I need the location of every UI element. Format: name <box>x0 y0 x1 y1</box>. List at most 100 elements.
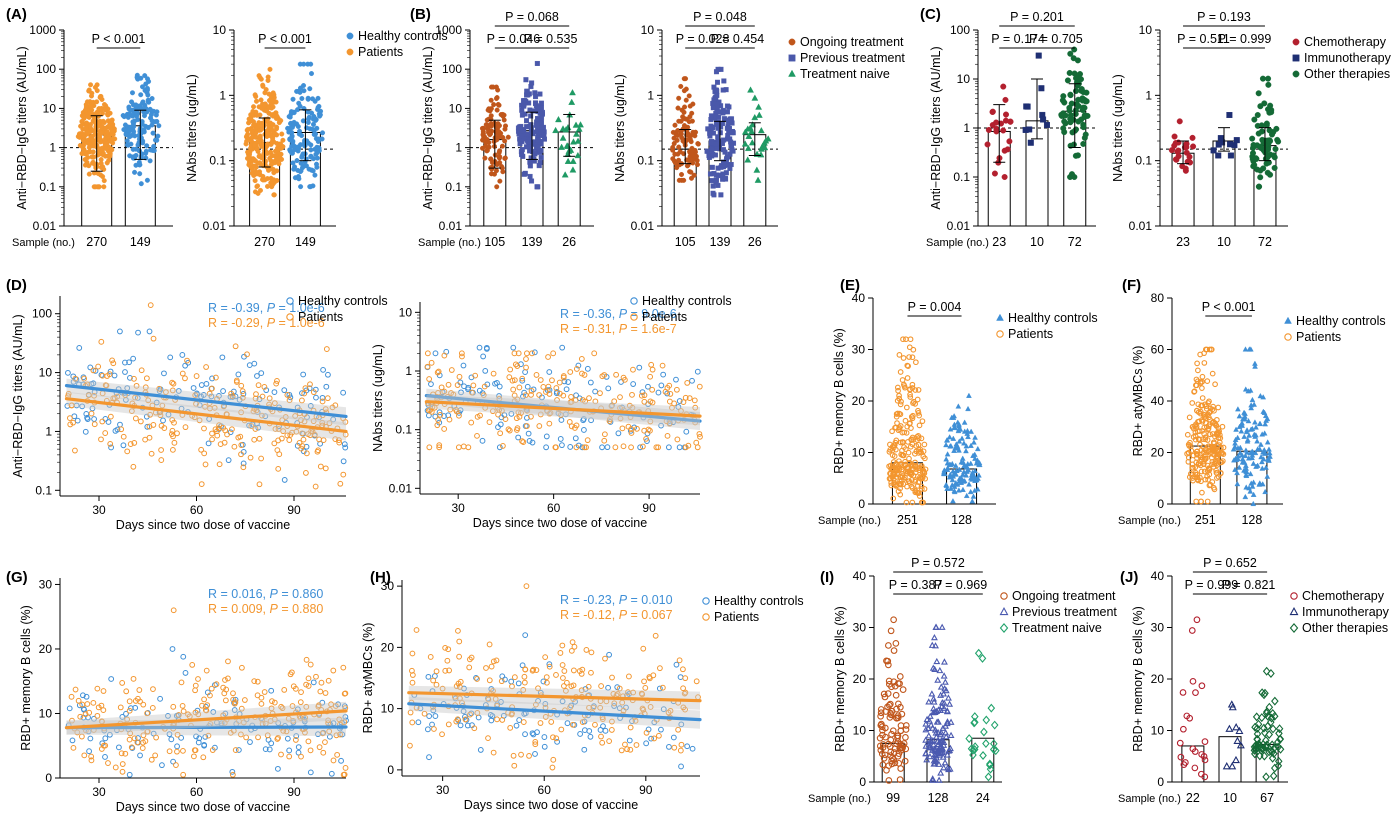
data-point <box>946 434 953 440</box>
data-point <box>985 126 992 133</box>
data-point <box>313 673 319 680</box>
data-point <box>268 158 274 164</box>
data-point <box>606 651 612 658</box>
sample-count: 72 <box>1258 235 1272 249</box>
data-point <box>501 112 507 118</box>
legend-entry: Ongoing treatment <box>1012 589 1116 603</box>
data-point <box>323 346 330 352</box>
sample-count: 128 <box>1241 513 1262 527</box>
data-point <box>108 138 114 144</box>
data-point <box>121 127 127 133</box>
data-point <box>987 703 996 713</box>
data-point <box>568 98 576 105</box>
x-tick-label: 90 <box>639 783 653 797</box>
data-point <box>409 679 416 686</box>
data-point <box>287 148 293 154</box>
data-point <box>99 418 106 425</box>
data-point <box>480 353 487 360</box>
data-point <box>909 381 916 388</box>
data-point <box>524 118 530 124</box>
data-point <box>588 649 595 656</box>
data-point <box>1226 141 1233 148</box>
p-value-label: P < 0.001 <box>258 32 312 46</box>
data-point <box>664 432 671 439</box>
data-point <box>1257 103 1264 110</box>
y-axis-label: RBD+ atyMBCs (%) <box>361 623 375 734</box>
data-point <box>255 183 261 189</box>
data-point <box>269 112 275 118</box>
data-point <box>300 371 307 378</box>
panel-letter: (G) <box>6 569 28 586</box>
data-point <box>907 336 914 343</box>
data-point <box>91 154 97 160</box>
data-point <box>441 426 448 432</box>
data-point <box>278 751 284 758</box>
data-point <box>712 87 718 93</box>
data-point <box>974 648 983 658</box>
y-tick-label: 30 <box>39 577 53 591</box>
data-point <box>307 184 313 190</box>
data-point <box>670 734 677 741</box>
p-value-label: P = 0.535 <box>524 32 578 46</box>
data-point <box>301 88 307 94</box>
data-point <box>310 116 316 122</box>
y-tick-label: 0.1 <box>395 423 412 437</box>
legend-marker <box>1292 70 1300 78</box>
data-point <box>294 158 300 164</box>
data-point <box>1257 143 1264 150</box>
data-point <box>1193 498 1200 505</box>
data-point <box>430 677 437 684</box>
data-point <box>126 771 133 778</box>
data-point <box>1190 143 1197 150</box>
data-point <box>516 384 523 391</box>
legend-marker <box>1290 592 1298 600</box>
data-point <box>497 178 503 184</box>
data-point <box>495 424 501 431</box>
data-point <box>494 161 500 167</box>
data-point <box>87 735 94 742</box>
data-point <box>102 735 109 742</box>
data-point <box>66 415 73 421</box>
data-point <box>180 747 186 754</box>
p-value-label: P < 0.001 <box>1202 300 1256 314</box>
data-point <box>158 447 165 453</box>
sample-count: 139 <box>522 235 543 249</box>
y-axis-label: RBD+ memory B cells (%) <box>833 606 847 752</box>
y-tick-label: 100 <box>32 307 52 321</box>
data-point <box>529 80 535 86</box>
data-point <box>86 87 92 93</box>
data-point <box>656 732 662 739</box>
data-point <box>258 97 264 103</box>
data-point <box>523 583 530 590</box>
data-point <box>119 761 126 767</box>
data-point <box>251 104 257 110</box>
data-point <box>424 350 431 357</box>
data-point <box>967 488 974 495</box>
data-point <box>103 145 109 151</box>
data-point <box>78 123 84 129</box>
data-point <box>99 130 105 136</box>
y-tick-label: 10 <box>39 706 53 720</box>
data-point <box>649 366 656 373</box>
y-tick-label: 10 <box>213 23 227 37</box>
data-point <box>688 156 694 162</box>
data-point <box>314 144 320 150</box>
sample-count: 251 <box>897 513 918 527</box>
data-point <box>297 169 303 175</box>
data-point <box>257 74 263 80</box>
data-point <box>892 691 900 699</box>
panel-letter: (I) <box>820 569 834 586</box>
data-point <box>671 400 677 407</box>
data-point <box>1272 145 1279 152</box>
data-point <box>1038 85 1045 92</box>
legend-marker <box>788 69 796 77</box>
sample-count: 10 <box>1217 235 1231 249</box>
data-point <box>1217 135 1224 142</box>
data-point <box>129 99 135 105</box>
p-value-label: P = 0.652 <box>1203 556 1257 570</box>
data-point <box>482 367 489 374</box>
data-point <box>1249 396 1256 403</box>
data-point <box>904 483 910 490</box>
data-point <box>258 694 265 701</box>
data-point <box>528 129 534 135</box>
